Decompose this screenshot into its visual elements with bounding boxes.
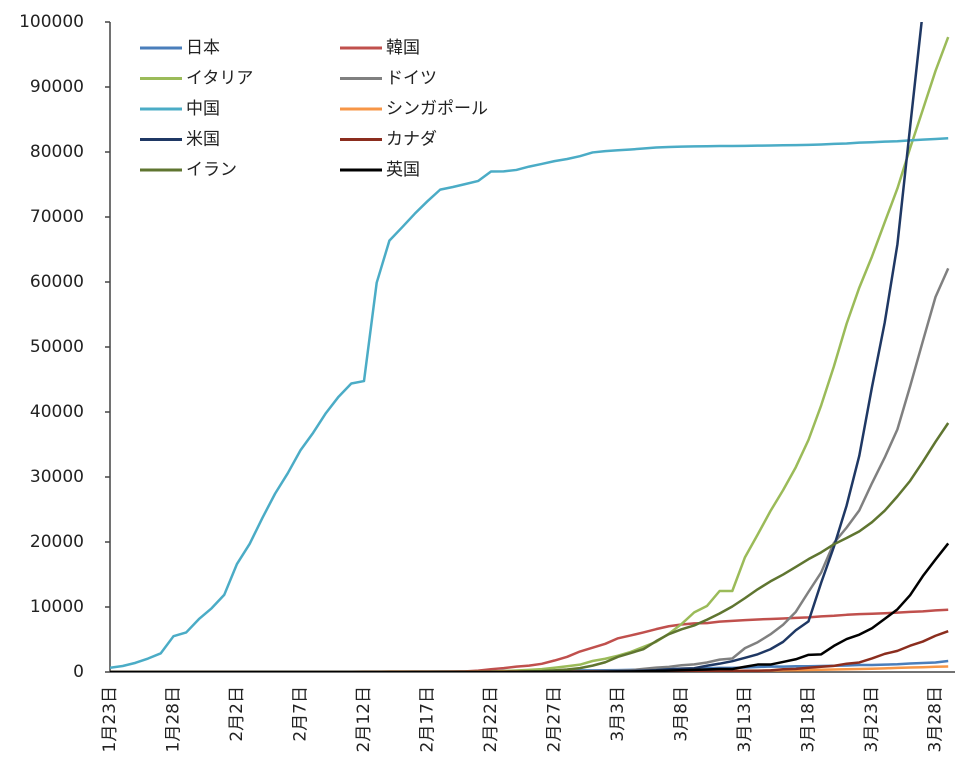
y-tick-label: 100000: [19, 12, 84, 32]
x-tick-label: 2月7日: [291, 686, 311, 742]
plot-area: [110, 22, 950, 672]
x-tick-label: 2月22日: [481, 686, 501, 752]
legend-label: ドイツ: [386, 69, 437, 89]
legend-label: 英国: [386, 160, 420, 180]
legend-label: イタリア: [186, 69, 253, 89]
legend-label: 米国: [186, 130, 220, 150]
y-tick-label: 30000: [30, 467, 84, 487]
x-tick-label: 2月27日: [545, 686, 565, 752]
data-line: [110, 422, 950, 672]
x-tick-label: 3月18日: [799, 686, 819, 752]
x-tick-label: 3月3日: [608, 686, 628, 742]
legend-label: 中国: [186, 99, 220, 119]
x-tick-label: 3月13日: [735, 686, 755, 752]
x-tick-label: 1月23日: [100, 686, 120, 752]
legend-label: シンガポール: [386, 99, 488, 119]
y-tick-label: 20000: [30, 532, 84, 552]
data-line: [110, 267, 950, 672]
y-tick-label: 80000: [30, 142, 84, 162]
x-tick-label: 3月28日: [926, 686, 946, 752]
y-tick-label: 60000: [30, 272, 84, 292]
y-tick-label: 10000: [30, 597, 84, 617]
legend-label: 日本: [186, 38, 220, 58]
legend-label: 韓国: [386, 38, 420, 58]
x-tick-label: 3月8日: [672, 686, 692, 742]
data-line: [110, 136, 949, 670]
x-tick-label: 1月28日: [164, 686, 184, 752]
x-tick-label: 2月12日: [354, 686, 374, 752]
x-tick-label: 2月17日: [418, 686, 438, 752]
legend-label: カナダ: [386, 130, 437, 150]
y-tick-label: 70000: [30, 207, 84, 227]
legend-label: イラン: [186, 160, 237, 180]
y-tick-label: 90000: [30, 77, 84, 97]
y-tick-label: 0: [73, 662, 84, 682]
y-tick-label: 40000: [30, 402, 84, 422]
data-line: [110, 542, 950, 672]
y-tick-label: 50000: [30, 337, 84, 357]
x-tick-label: 2月2日: [227, 686, 247, 742]
x-tick-label: 3月23日: [862, 686, 882, 752]
data-line: [110, 608, 949, 672]
